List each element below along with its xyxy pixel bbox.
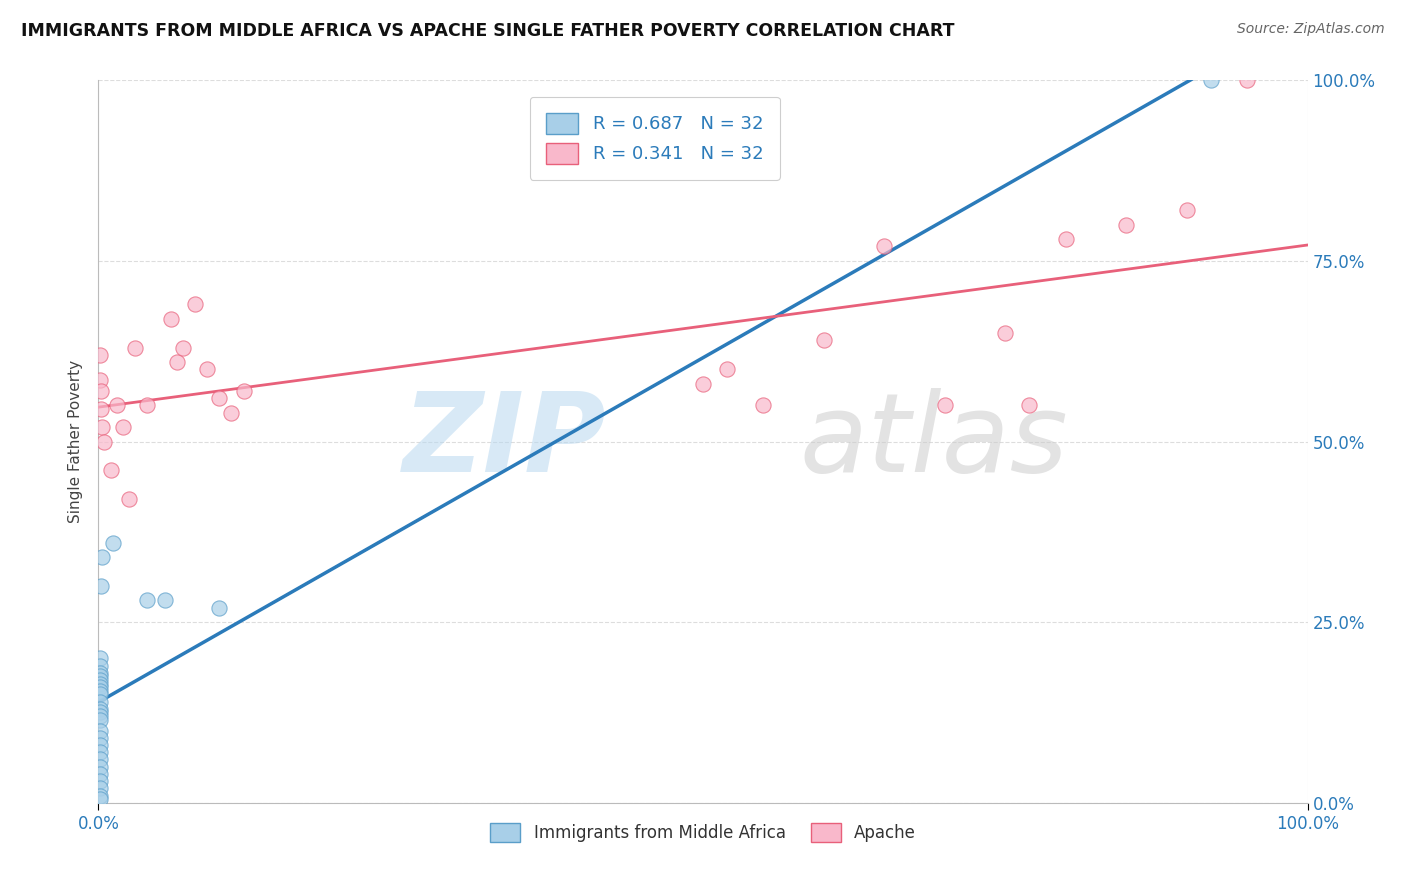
Point: [873, 239, 896, 253]
Point: [89, 665, 111, 680]
Point: [124, 341, 146, 355]
Point: [89, 738, 111, 752]
Point: [716, 362, 738, 376]
Point: [91, 420, 114, 434]
Point: [89, 669, 111, 683]
Point: [100, 463, 122, 477]
Point: [89, 789, 111, 803]
Point: [221, 406, 243, 420]
Point: [89, 695, 111, 709]
Point: [89, 723, 111, 738]
Text: ZIP: ZIP: [402, 388, 606, 495]
Point: [89, 781, 111, 796]
Point: [1199, 73, 1222, 87]
Point: [89, 676, 111, 690]
Point: [934, 398, 956, 412]
Point: [813, 334, 835, 348]
Point: [118, 492, 141, 507]
Point: [1115, 218, 1137, 232]
Point: [153, 593, 176, 607]
Point: [89, 760, 111, 774]
Y-axis label: Single Father Poverty: Single Father Poverty: [67, 360, 83, 523]
Point: [89, 673, 111, 687]
Point: [89, 651, 111, 665]
Text: IMMIGRANTS FROM MIDDLE AFRICA VS APACHE SINGLE FATHER POVERTY CORRELATION CHART: IMMIGRANTS FROM MIDDLE AFRICA VS APACHE …: [21, 22, 955, 40]
Point: [90, 579, 112, 593]
Text: atlas: atlas: [800, 388, 1069, 495]
Point: [135, 593, 157, 607]
Point: [172, 341, 194, 355]
Point: [184, 297, 207, 311]
Point: [89, 774, 111, 789]
Point: [91, 550, 114, 565]
Point: [90, 384, 112, 398]
Point: [93, 434, 115, 449]
Point: [89, 658, 111, 673]
Point: [89, 680, 111, 694]
Point: [89, 731, 111, 745]
Point: [89, 687, 111, 701]
Point: [89, 706, 111, 720]
Point: [89, 713, 111, 727]
Point: [105, 398, 128, 412]
Point: [111, 420, 134, 434]
Point: [89, 683, 111, 698]
Point: [208, 391, 231, 405]
Point: [89, 348, 111, 362]
Point: [692, 376, 714, 391]
Point: [752, 398, 775, 412]
Point: [208, 600, 231, 615]
Point: [160, 311, 183, 326]
Point: [994, 326, 1017, 340]
Legend: Immigrants from Middle Africa, Apache: Immigrants from Middle Africa, Apache: [484, 816, 922, 848]
Point: [195, 362, 218, 376]
Point: [101, 535, 124, 549]
Point: [1054, 232, 1077, 246]
Point: [89, 709, 111, 723]
Point: [89, 792, 111, 806]
Point: [89, 702, 111, 716]
Point: [89, 752, 111, 766]
Point: [89, 745, 111, 759]
Point: [135, 398, 157, 412]
Point: [1236, 73, 1258, 87]
Point: [90, 402, 112, 417]
Point: [166, 355, 188, 369]
Point: [89, 373, 111, 387]
Point: [89, 767, 111, 781]
Point: [232, 384, 254, 398]
Point: [1018, 398, 1040, 412]
Point: [1175, 203, 1198, 218]
Text: Source: ZipAtlas.com: Source: ZipAtlas.com: [1237, 22, 1385, 37]
